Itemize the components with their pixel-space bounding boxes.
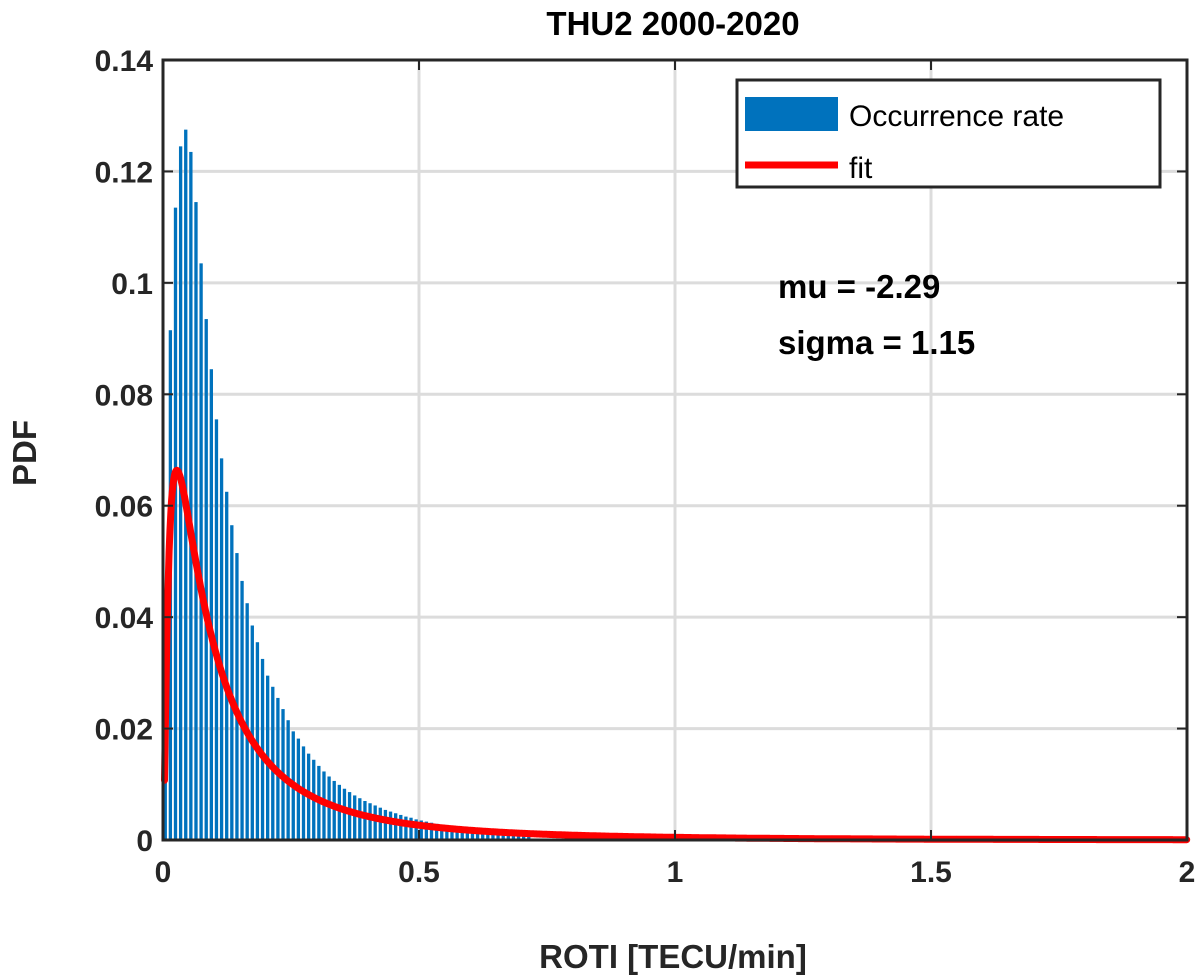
histogram-bar xyxy=(465,828,469,840)
histogram-bar xyxy=(204,319,208,841)
histogram-bar xyxy=(184,129,188,841)
histogram-bar xyxy=(496,831,500,840)
histogram-bar xyxy=(383,809,388,840)
y-tick-label: 0.02 xyxy=(95,714,153,747)
histogram-bar xyxy=(409,817,413,840)
histogram-bar xyxy=(419,820,423,840)
x-tick-label: 0.5 xyxy=(398,856,440,889)
histogram-bar xyxy=(219,458,224,840)
histogram-bar xyxy=(491,831,495,840)
histogram-bar xyxy=(460,827,464,840)
annotation-mu: mu = -2.29 xyxy=(778,268,940,305)
histogram-bar xyxy=(486,830,490,840)
histogram-bar xyxy=(173,207,178,841)
legend: Occurrence rate fit xyxy=(735,78,1162,189)
histogram-bar xyxy=(481,829,485,840)
histogram-bar xyxy=(358,798,362,840)
y-tick-label: 0 xyxy=(136,825,153,858)
histogram-bar xyxy=(516,833,521,840)
histogram-bar xyxy=(424,821,429,840)
histogram-bar xyxy=(388,811,393,840)
histogram-bar xyxy=(522,834,526,840)
histogram-bar xyxy=(414,819,418,840)
x-tick-label: 1 xyxy=(667,856,684,889)
histogram-bar xyxy=(250,625,254,840)
histogram-bar xyxy=(399,814,403,840)
annotation-sigma: sigma = 1.15 xyxy=(778,324,975,361)
histogram-bar xyxy=(225,491,229,840)
histogram-bar xyxy=(404,816,408,840)
x-axis-title: ROTI [TECU/min] xyxy=(539,938,807,975)
histogram-bar xyxy=(470,828,475,840)
histogram-bar xyxy=(337,784,341,840)
histogram-bar xyxy=(194,202,198,841)
y-tick-label: 0.14 xyxy=(95,45,154,78)
y-axis-title: PDF xyxy=(6,420,43,486)
histogram-bar xyxy=(450,826,454,840)
x-tick-label: 2 xyxy=(1179,856,1196,889)
y-tick-label: 0.04 xyxy=(95,602,154,635)
histogram-bar xyxy=(214,419,219,840)
x-tick-label: 0 xyxy=(155,856,172,889)
histogram-bar xyxy=(209,369,213,840)
chart-title: THU2 2000-2020 xyxy=(546,5,799,42)
x-tick-labels: 0 0.5 1 1.5 2 xyxy=(155,856,1196,889)
histogram-bar xyxy=(189,151,193,840)
histogram-bar xyxy=(255,642,260,840)
histogram-bar xyxy=(230,525,234,840)
histogram-bar xyxy=(527,834,531,840)
histogram-bar xyxy=(434,823,439,840)
histogram-bar xyxy=(163,748,167,840)
histogram-bar xyxy=(327,776,331,840)
histogram-bar xyxy=(511,833,516,840)
histogram-bar xyxy=(394,813,398,840)
legend-label-occurrence: Occurrence rate xyxy=(849,100,1064,133)
histogram-bar xyxy=(363,801,367,840)
histogram-bar xyxy=(260,658,265,840)
histogram-bar xyxy=(429,822,434,840)
axis-ticks xyxy=(162,59,1188,841)
histogram-bar xyxy=(199,263,203,840)
histogram-bar xyxy=(245,603,249,840)
histogram-bar xyxy=(501,832,505,840)
histogram-bar xyxy=(240,580,244,840)
histogram-bar xyxy=(235,553,239,840)
histogram-bar xyxy=(368,803,372,840)
histogram-bar xyxy=(378,807,382,840)
x-tick-label: 1.5 xyxy=(910,856,952,889)
histogram-bar xyxy=(332,780,336,840)
histogram-bar xyxy=(347,792,352,840)
histogram-bar xyxy=(445,825,449,840)
histogram-bar xyxy=(342,788,347,840)
histogram-bar xyxy=(455,827,459,840)
histogram-bar xyxy=(475,829,480,840)
y-tick-label: 0.1 xyxy=(111,268,153,301)
y-tick-labels: 0 0.02 0.04 0.06 0.08 0.1 0.12 0.14 xyxy=(95,45,154,858)
histogram-bar xyxy=(373,805,377,840)
y-tick-label: 0.12 xyxy=(95,156,153,189)
legend-label-fit: fit xyxy=(849,152,873,185)
histogram-bar xyxy=(353,795,357,840)
y-tick-label: 0.08 xyxy=(95,379,153,412)
histogram-bar xyxy=(440,824,444,840)
histogram-bar xyxy=(506,832,510,840)
legend-box xyxy=(735,78,1162,189)
y-tick-label: 0.06 xyxy=(95,491,153,524)
legend-swatch-occurrence xyxy=(745,97,838,131)
